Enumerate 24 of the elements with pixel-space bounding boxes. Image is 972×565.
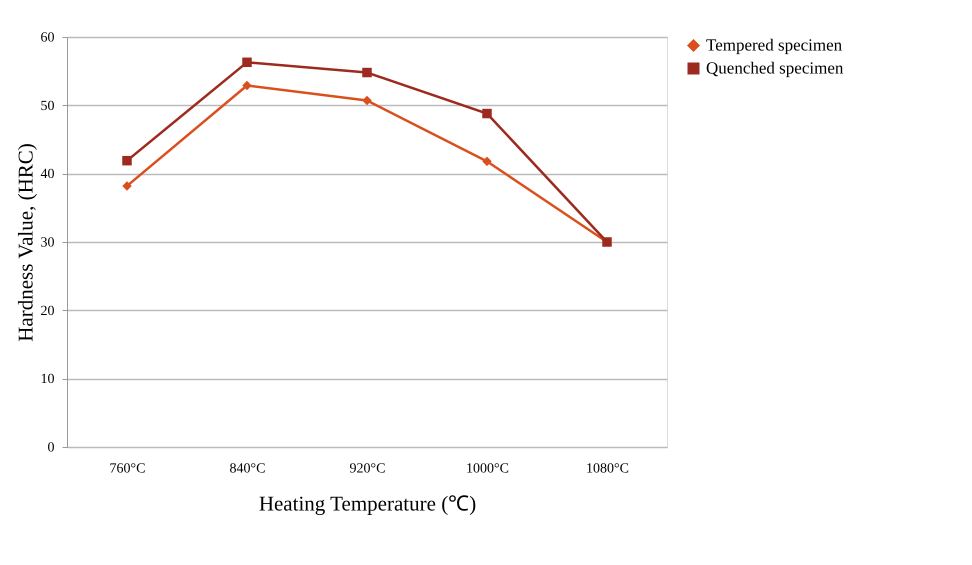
y-tick-label: 50: [40, 98, 54, 114]
y-tick-label: 40: [40, 167, 54, 182]
point: [122, 181, 132, 191]
point: [482, 156, 492, 166]
y-tick-label: 20: [40, 304, 54, 319]
legend-label: Tempered specimen: [706, 36, 843, 54]
y-tick-label: 30: [40, 236, 54, 250]
x-tick-label: 760°C: [110, 462, 146, 476]
y-tick-label: 10: [40, 372, 54, 388]
point: [242, 58, 252, 68]
y-tick-label: 0: [48, 440, 54, 456]
point: [362, 96, 372, 106]
point: [362, 68, 372, 78]
point: [242, 80, 252, 90]
y-axis-title: Hardness Value, (HRC): [14, 143, 38, 342]
point: [122, 156, 132, 166]
x-tick-label: 1000°C: [466, 462, 509, 476]
x-axis-title: Heating Temperature (℃): [258, 492, 476, 516]
point: [482, 108, 492, 118]
y-tick-label: 60: [40, 30, 54, 46]
x-tick-label: 1080°C: [586, 462, 629, 476]
legend-label: Quenched specimen: [706, 58, 844, 78]
x-tick-label: 920°C: [350, 462, 386, 476]
x-tick-label: 840°C: [230, 462, 266, 476]
